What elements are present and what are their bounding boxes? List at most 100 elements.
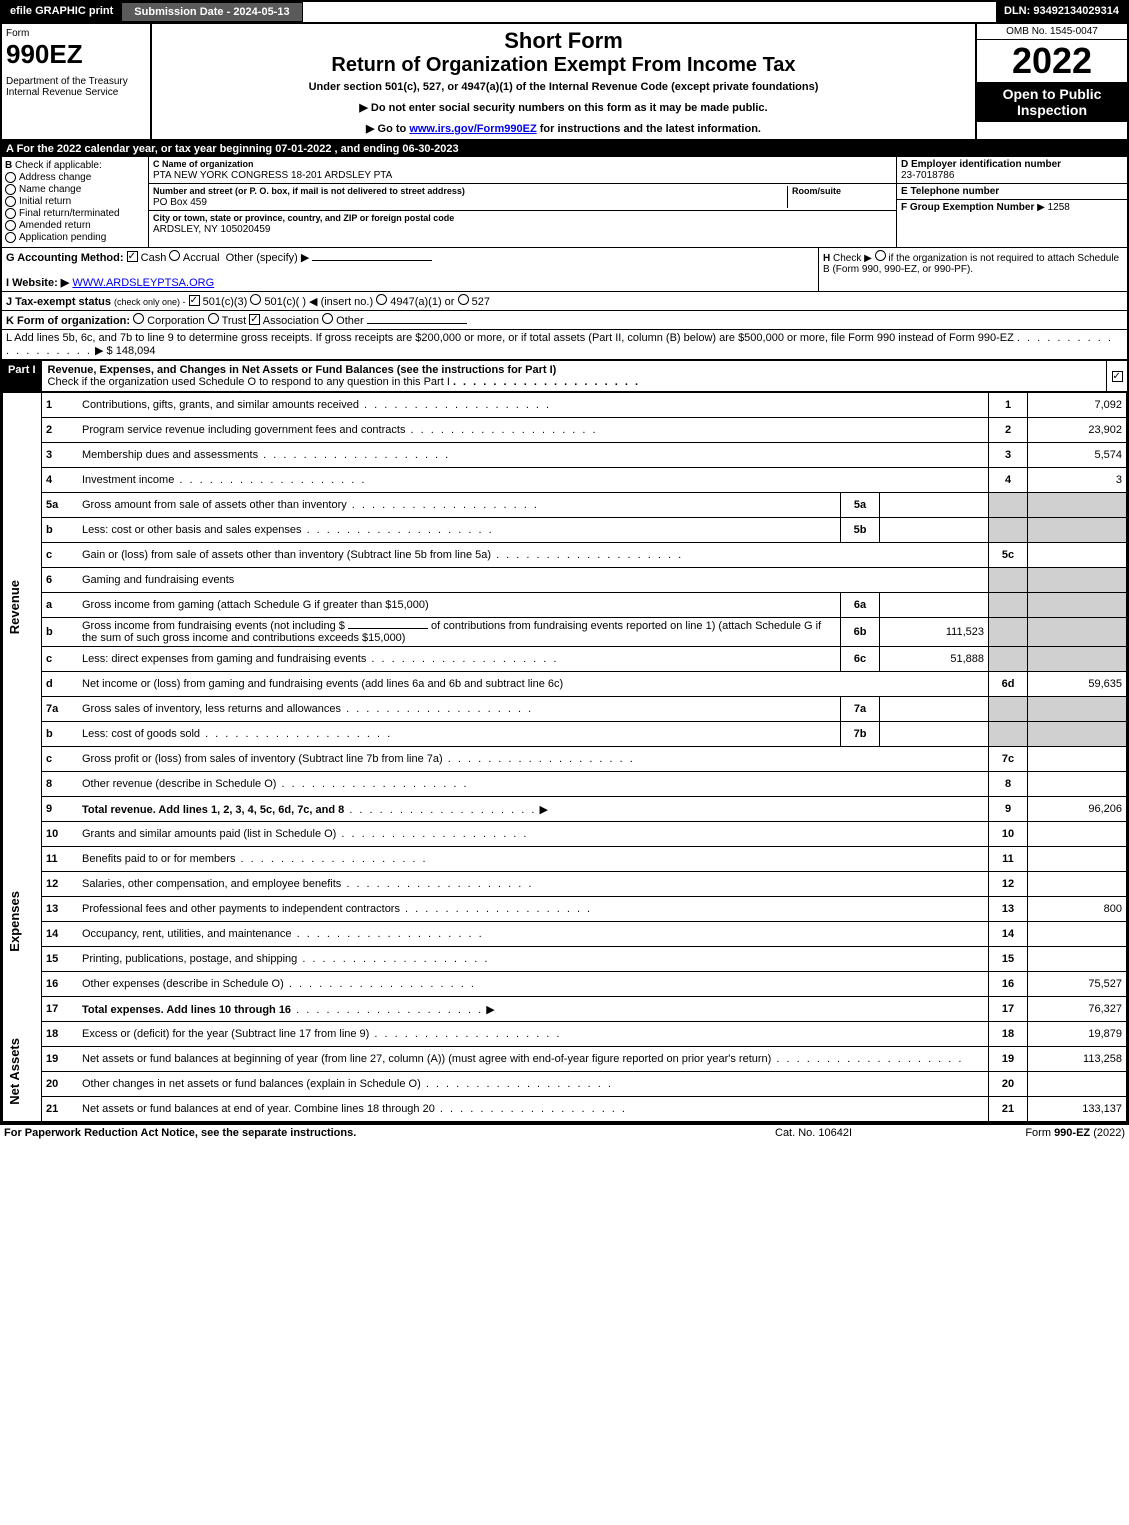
org-street: PO Box 459 bbox=[153, 197, 207, 208]
part-i-check-note: Check if the organization used Schedule … bbox=[48, 376, 450, 388]
d-ein-label: D Employer identification number bbox=[901, 159, 1061, 170]
val-14 bbox=[1028, 922, 1127, 947]
val-11 bbox=[1028, 847, 1127, 872]
val-20 bbox=[1028, 1072, 1127, 1097]
section-b: B Check if applicable: Address change Na… bbox=[2, 157, 149, 247]
val-6d: 59,635 bbox=[1028, 672, 1127, 697]
row-6a: a Gross income from gaming (attach Sched… bbox=[3, 593, 1127, 618]
val-10 bbox=[1028, 822, 1127, 847]
chk-assoc[interactable] bbox=[249, 314, 260, 325]
row-7a: 7a Gross sales of inventory, less return… bbox=[3, 697, 1127, 722]
part-i-badge: Part I bbox=[2, 361, 42, 391]
chk-amended[interactable]: Amended return bbox=[5, 220, 145, 231]
row-20: 20 Other changes in net assets or fund b… bbox=[3, 1072, 1127, 1097]
dept-label: Department of the Treasury Internal Reve… bbox=[6, 76, 146, 98]
val-5a bbox=[880, 493, 989, 518]
g-label: G Accounting Method: bbox=[6, 252, 124, 264]
val-15 bbox=[1028, 947, 1127, 972]
row-7b: b Less: cost of goods sold 7b bbox=[3, 722, 1127, 747]
b-check-label: Check if applicable: bbox=[15, 160, 102, 171]
chk-527[interactable] bbox=[458, 294, 469, 305]
part-i-title: Revenue, Expenses, and Changes in Net As… bbox=[42, 361, 1106, 391]
chk-trust[interactable] bbox=[208, 313, 219, 324]
row-12: 12 Salaries, other compensation, and emp… bbox=[3, 872, 1127, 897]
chk-pending[interactable]: Application pending bbox=[5, 232, 145, 243]
top-bar: efile GRAPHIC print Submission Date - 20… bbox=[2, 2, 1127, 24]
irs-link[interactable]: www.irs.gov/Form990EZ bbox=[409, 123, 536, 135]
form-container: efile GRAPHIC print Submission Date - 20… bbox=[0, 0, 1129, 1124]
val-7a bbox=[880, 697, 989, 722]
chk-other-org[interactable] bbox=[322, 313, 333, 324]
sidebar-net-assets: Net Assets bbox=[7, 1038, 22, 1105]
row-8: 8 Other revenue (describe in Schedule O)… bbox=[3, 772, 1127, 797]
dln-label: DLN: 93492134029314 bbox=[996, 2, 1127, 22]
row-3: 3 Membership dues and assessments 3 5,57… bbox=[3, 443, 1127, 468]
row-4: 4 Investment income 4 3 bbox=[3, 468, 1127, 493]
schedule-o-checkbox-cell bbox=[1106, 361, 1127, 391]
contrib-amount-input[interactable] bbox=[348, 628, 428, 629]
chk-initial-return[interactable]: Initial return bbox=[5, 196, 145, 207]
sidebar-revenue: Revenue bbox=[7, 580, 22, 634]
chk-schedule-b[interactable] bbox=[875, 250, 886, 261]
chk-final-return[interactable]: Final return/terminated bbox=[5, 208, 145, 219]
chk-schedule-o[interactable] bbox=[1112, 371, 1123, 382]
row-5b: b Less: cost or other basis and sales ex… bbox=[3, 518, 1127, 543]
row-15: 15 Printing, publications, postage, and … bbox=[3, 947, 1127, 972]
val-1: 7,092 bbox=[1028, 393, 1127, 418]
section-def: D Employer identification number 23-7018… bbox=[896, 157, 1127, 247]
chk-501c[interactable] bbox=[250, 294, 261, 305]
val-9: 96,206 bbox=[1028, 797, 1127, 822]
header-right: OMB No. 1545-0047 2022 Open to Public In… bbox=[975, 24, 1127, 139]
line-h: H Check ▶ if the organization is not req… bbox=[818, 248, 1127, 291]
other-org-input[interactable] bbox=[367, 323, 467, 324]
chk-corp[interactable] bbox=[133, 313, 144, 324]
val-19: 113,258 bbox=[1028, 1047, 1127, 1072]
h-letter: H bbox=[823, 253, 830, 264]
val-3: 5,574 bbox=[1028, 443, 1127, 468]
row-7c: c Gross profit or (loss) from sales of i… bbox=[3, 747, 1127, 772]
row-5c: c Gain or (loss) from sale of assets oth… bbox=[3, 543, 1127, 568]
public-inspection: Open to Public Inspection bbox=[977, 82, 1127, 122]
other-specify-input[interactable] bbox=[312, 260, 432, 261]
row-13: 13 Professional fees and other payments … bbox=[3, 897, 1127, 922]
paperwork-notice: For Paperwork Reduction Act Notice, see … bbox=[4, 1127, 775, 1139]
financial-table: Revenue 1 Contributions, gifts, grants, … bbox=[2, 392, 1127, 1122]
chk-address-change[interactable]: Address change bbox=[5, 172, 145, 183]
val-6c: 51,888 bbox=[880, 647, 989, 672]
chk-cash[interactable] bbox=[127, 251, 138, 262]
return-subtitle: Under section 501(c), 527, or 4947(a)(1)… bbox=[156, 81, 971, 93]
goto-post: for instructions and the latest informat… bbox=[537, 123, 761, 135]
row-18: Net Assets 18 Excess or (deficit) for th… bbox=[3, 1022, 1127, 1047]
website-link[interactable]: WWW.ARDSLEYPTSA.ORG bbox=[72, 277, 214, 289]
b-letter: B bbox=[5, 160, 12, 171]
chk-name-change[interactable]: Name change bbox=[5, 184, 145, 195]
room-label: Room/suite bbox=[792, 186, 841, 196]
c-street-label: Number and street (or P. O. box, if mail… bbox=[153, 186, 465, 196]
group-value: ▶ 1258 bbox=[1037, 202, 1070, 213]
header-left: Form 990EZ Department of the Treasury In… bbox=[2, 24, 152, 139]
val-4: 3 bbox=[1028, 468, 1127, 493]
row-17: 17 Total expenses. Add lines 10 through … bbox=[3, 997, 1127, 1022]
goto-pre: ▶ Go to bbox=[366, 123, 409, 135]
section-gh: G Accounting Method: Cash Accrual Other … bbox=[2, 248, 1127, 292]
line-k: K Form of organization: Corporation Trus… bbox=[2, 311, 1127, 330]
l-value: ▶ $ 148,094 bbox=[95, 345, 155, 357]
val-6b: 111,523 bbox=[880, 618, 989, 647]
ssn-note: ▶ Do not enter social security numbers o… bbox=[156, 101, 971, 114]
chk-4947[interactable] bbox=[376, 294, 387, 305]
val-6a bbox=[880, 593, 989, 618]
val-18: 19,879 bbox=[1028, 1022, 1127, 1047]
line-j: J Tax-exempt status (check only one) - 5… bbox=[2, 292, 1127, 311]
row-19: 19 Net assets or fund balances at beginn… bbox=[3, 1047, 1127, 1072]
line-g: G Accounting Method: Cash Accrual Other … bbox=[2, 248, 818, 291]
line-a: A For the 2022 calendar year, or tax yea… bbox=[2, 141, 1127, 157]
row-11: 11 Benefits paid to or for members 11 bbox=[3, 847, 1127, 872]
goto-note: ▶ Go to www.irs.gov/Form990EZ for instru… bbox=[156, 122, 971, 135]
row-5a: 5a Gross amount from sale of assets othe… bbox=[3, 493, 1127, 518]
chk-accrual[interactable] bbox=[169, 250, 180, 261]
chk-501c3[interactable] bbox=[189, 295, 200, 306]
val-12 bbox=[1028, 872, 1127, 897]
row-10: Expenses 10 Grants and similar amounts p… bbox=[3, 822, 1127, 847]
val-16: 75,527 bbox=[1028, 972, 1127, 997]
row-1: Revenue 1 Contributions, gifts, grants, … bbox=[3, 393, 1127, 418]
